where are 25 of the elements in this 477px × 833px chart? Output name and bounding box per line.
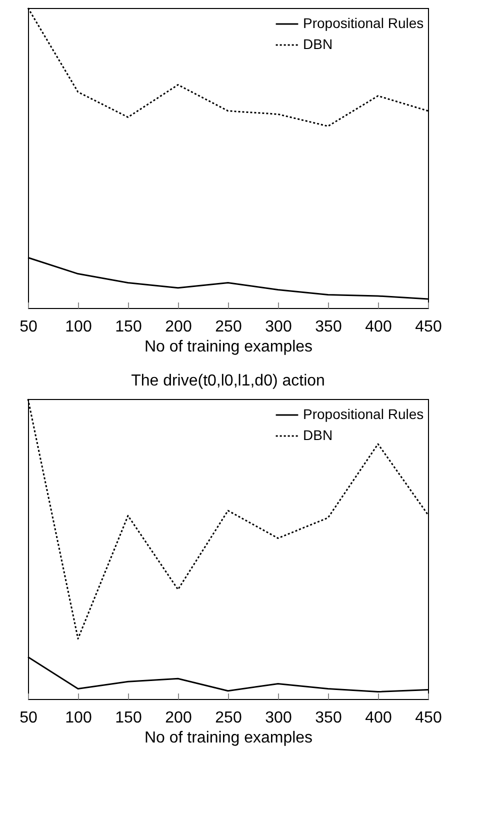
x-tick-label: 250 — [215, 318, 242, 336]
x-tick-label: 400 — [365, 710, 392, 726]
x-tick-label: 450 — [415, 318, 442, 336]
x-tick-label: 300 — [265, 318, 292, 336]
x-tick-label: 150 — [115, 318, 142, 336]
x-tick-label: 250 — [215, 710, 242, 726]
x-tick-label: 300 — [265, 710, 292, 726]
x-tick-label: 200 — [165, 710, 192, 726]
legend-label: DBN — [303, 36, 333, 52]
x-tick-label: 450 — [415, 710, 442, 726]
legend-label: Propositional Rules — [303, 406, 424, 422]
x-tick-label: 350 — [315, 318, 342, 336]
x-tick-label: 50 — [20, 318, 38, 336]
x-tick-label: 200 — [165, 318, 192, 336]
x-tick-label: 100 — [65, 318, 92, 336]
x-tick-label: 400 — [365, 318, 392, 336]
x-tick-label: 150 — [115, 710, 142, 726]
x-tick-label: 50 — [20, 710, 38, 726]
legend-label: Propositional Rules — [303, 15, 424, 31]
x-axis-title: No of training examples — [144, 338, 313, 356]
x-tick-label: 350 — [315, 710, 342, 726]
chart-title: The drive(t0,l0,l1,d0) action — [131, 372, 325, 390]
legend-label: DBN — [303, 427, 333, 443]
x-axis-title: No of training examples — [144, 730, 313, 746]
x-tick-label: 100 — [65, 710, 92, 726]
